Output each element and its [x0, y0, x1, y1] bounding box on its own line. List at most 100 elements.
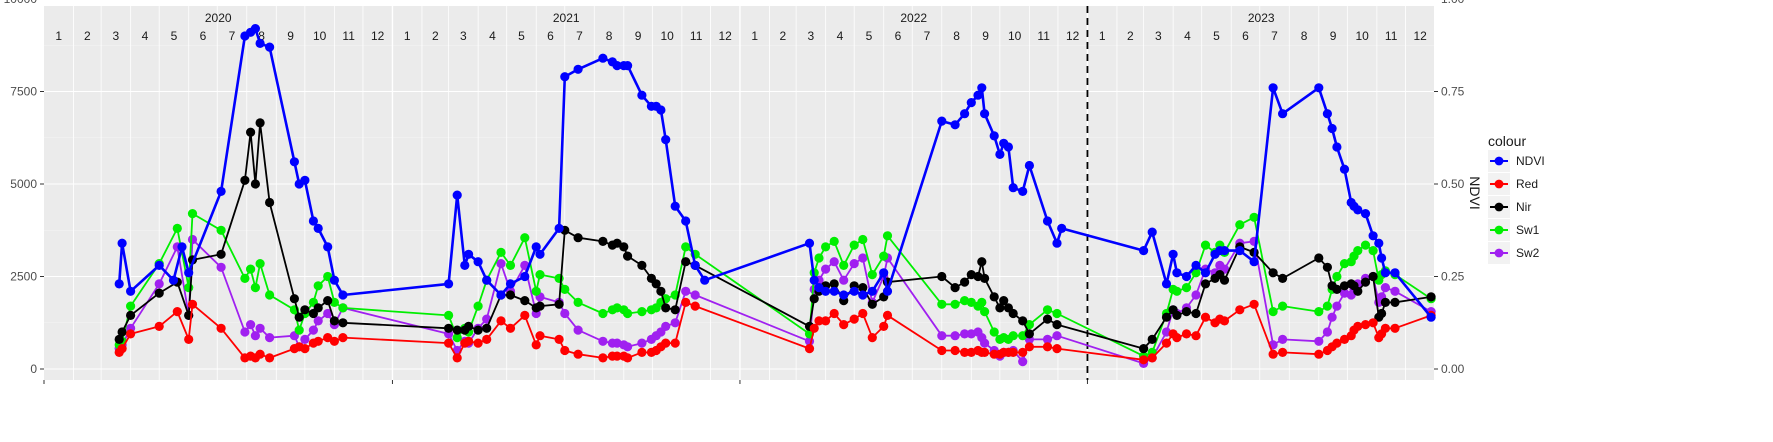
data-point-sw1 — [172, 223, 182, 233]
data-point-red — [187, 299, 198, 309]
year-label: 2023 — [1248, 11, 1275, 25]
data-point-red — [1268, 349, 1278, 359]
data-point-red — [882, 310, 893, 320]
data-point-ndvi — [989, 131, 999, 141]
data-point-red — [1332, 338, 1342, 348]
legend-label: Nir — [1516, 200, 1531, 214]
year-label: 2022 — [900, 11, 927, 25]
data-point-red — [1380, 323, 1390, 333]
data-point-nir — [623, 251, 633, 261]
data-point-red — [670, 338, 680, 348]
data-point-nir — [1380, 297, 1390, 307]
data-point-ndvi — [867, 286, 877, 296]
data-point-sw2 — [216, 262, 226, 272]
month-label: 10 — [1355, 29, 1369, 43]
month-label: 7 — [576, 29, 583, 43]
series-layer — [114, 24, 1436, 368]
y2-tick-label: 0.75 — [1441, 85, 1465, 99]
data-point-nir — [338, 318, 348, 328]
data-point-sw1 — [1368, 246, 1378, 256]
data-point-sw2 — [1052, 331, 1062, 341]
month-label: 4 — [1184, 29, 1191, 43]
data-point-ndvi — [960, 109, 970, 119]
month-label: 3 — [1155, 29, 1162, 43]
data-point-sw2 — [937, 331, 947, 341]
data-point-sw1 — [560, 284, 570, 294]
data-point-nir — [1008, 308, 1018, 319]
data-point-ndvi — [849, 286, 859, 296]
data-point-sw2 — [187, 234, 198, 245]
data-point-sw2 — [849, 259, 859, 269]
data-point-sw2 — [308, 325, 318, 335]
data-point-red — [937, 345, 947, 356]
data-point-ndvi — [444, 279, 454, 289]
month-label: 6 — [1242, 29, 1249, 43]
data-point-sw1 — [250, 283, 260, 293]
y-tick-label: 10000 — [4, 0, 38, 6]
data-point-red — [839, 320, 849, 330]
data-point-sw1 — [444, 310, 454, 320]
data-point-ndvi — [1219, 246, 1230, 256]
data-point-nir — [1268, 268, 1278, 278]
legend: colour NDVI Red Nir Sw1 Sw2 — [1488, 133, 1545, 264]
legend-key-point — [1494, 156, 1504, 166]
data-point-red — [520, 310, 530, 320]
data-point-ndvi — [531, 242, 541, 252]
data-point-sw1 — [1278, 301, 1288, 311]
data-point-red — [1353, 321, 1363, 331]
data-point-ndvi — [329, 275, 339, 285]
legend-item-nir: Nir — [1488, 196, 1531, 218]
data-point-red — [216, 323, 226, 333]
data-point-red — [1191, 331, 1201, 341]
legend-item-sw1: Sw1 — [1488, 219, 1540, 241]
y-tick-label: 2500 — [10, 270, 37, 284]
data-point-nir — [294, 312, 304, 322]
data-point-ndvi — [973, 90, 983, 100]
data-point-sw2 — [1322, 327, 1332, 337]
data-point-ndvi — [1268, 83, 1278, 93]
data-point-red — [473, 338, 483, 348]
data-point-ndvi — [554, 223, 564, 233]
data-point-ndvi — [1314, 83, 1324, 93]
data-point-sw1 — [554, 273, 564, 283]
data-point-nir — [240, 175, 250, 185]
data-point-nir — [464, 321, 474, 331]
data-point-nir — [117, 327, 127, 337]
data-point-ndvi — [821, 286, 831, 296]
data-point-sw1 — [452, 333, 462, 343]
data-point-sw2 — [670, 318, 680, 328]
data-point-sw2 — [661, 321, 671, 331]
data-point-ndvi — [535, 249, 545, 259]
data-point-ndvi — [858, 290, 868, 300]
data-point-sw1 — [313, 281, 323, 291]
data-point-sw1 — [623, 308, 633, 319]
data-point-red — [452, 353, 462, 363]
series-ndvi — [114, 24, 1436, 322]
data-point-red — [867, 333, 877, 343]
data-point-nir — [289, 294, 299, 304]
data-point-nir — [1377, 308, 1387, 319]
data-point-red — [681, 297, 691, 307]
month-labels: 1 2 3 4 5 6 7 8 9 10 11 12 1 2 3 4 5 6 7 8 9 10 11 12 1 2 3 4 5 6 7 8 9 1… — [55, 29, 1427, 43]
data-point-nir — [1191, 308, 1201, 319]
month-label: 2 — [432, 29, 439, 43]
data-point-nir — [505, 290, 516, 300]
y2-tick-label: 0.50 — [1441, 177, 1465, 191]
data-point-sw2 — [246, 320, 256, 330]
data-point-nir — [323, 296, 333, 306]
data-point-sw1 — [937, 299, 947, 309]
y-tick-label: 5000 — [10, 177, 37, 191]
data-point-red — [1008, 347, 1018, 357]
data-point-red — [598, 353, 608, 363]
data-point-red — [980, 347, 990, 357]
data-point-red — [804, 344, 815, 354]
data-point-sw2 — [573, 325, 583, 335]
month-label: 8 — [258, 29, 265, 43]
legend-title: colour — [1488, 133, 1526, 149]
data-point-nir — [651, 279, 661, 289]
series-red — [114, 297, 1436, 365]
data-point-red — [637, 347, 647, 357]
data-point-red — [1360, 320, 1371, 330]
y-tick-label: 7500 — [10, 85, 37, 99]
